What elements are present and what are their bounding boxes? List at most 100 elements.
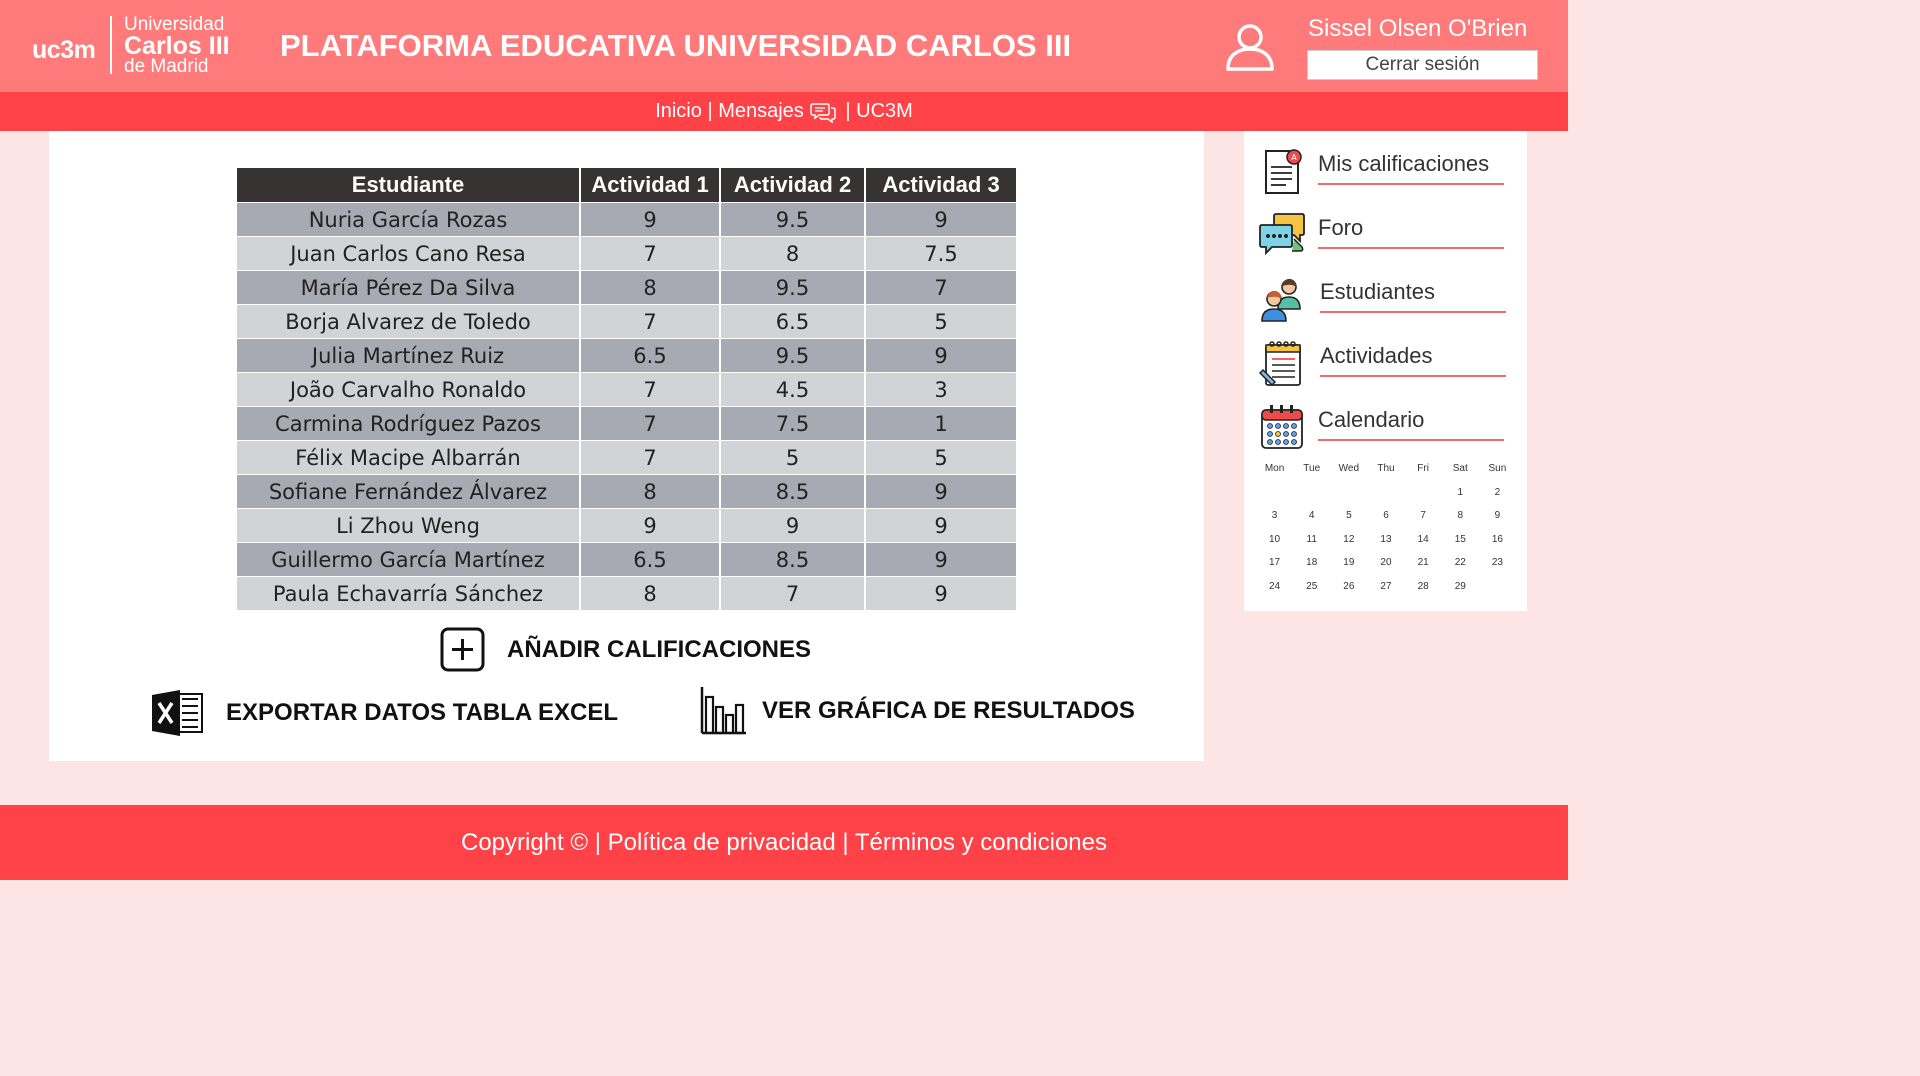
calendar-day[interactable] bbox=[1367, 487, 1404, 511]
add-grades-button[interactable]: AÑADIR CALIFICACIONES bbox=[440, 627, 811, 672]
logo-line-2: Carlos III bbox=[124, 32, 230, 60]
table-row: Nuria García Rozas 9 9.5 9 bbox=[237, 202, 1016, 237]
export-excel-button[interactable]: EXPORTAR DATOS TABLA EXCEL bbox=[152, 689, 618, 737]
plus-box-icon bbox=[440, 627, 485, 672]
calendar-day[interactable] bbox=[1405, 487, 1442, 511]
student-name-cell: María Pérez Da Silva bbox=[237, 270, 581, 305]
calendar-day[interactable]: 18 bbox=[1306, 557, 1318, 569]
sidebar-item-mis-calificaciones[interactable]: A Mis calificaciones bbox=[1258, 147, 1508, 197]
student-name-cell: Paula Echavarría Sánchez bbox=[237, 576, 581, 610]
grade-cell: 9 bbox=[865, 338, 1016, 373]
grade-cell: 5 bbox=[720, 440, 866, 475]
logout-button[interactable]: Cerrar sesión bbox=[1307, 50, 1538, 80]
grade-cell: 7 bbox=[580, 372, 721, 407]
sidebar-item-estudiantes[interactable]: Estudiantes bbox=[1258, 275, 1508, 325]
sidebar-item-actividades[interactable]: Actividades bbox=[1258, 339, 1508, 389]
calendar-day[interactable]: 17 bbox=[1269, 557, 1281, 569]
grade-cell: 8 bbox=[580, 576, 721, 610]
calendar-day[interactable]: 24 bbox=[1269, 580, 1281, 592]
messages-icon[interactable] bbox=[810, 101, 836, 123]
weekday-label: Thu bbox=[1377, 463, 1395, 474]
grade-cell: 6.5 bbox=[720, 304, 866, 339]
grade-cell: 1 bbox=[865, 406, 1016, 441]
calendar-day[interactable]: 25 bbox=[1306, 580, 1318, 592]
sidebar-item-underline bbox=[1318, 183, 1504, 185]
excel-icon bbox=[152, 690, 203, 736]
grade-cell: 6.5 bbox=[580, 338, 721, 373]
grade-cell: 4.5 bbox=[720, 372, 866, 407]
sidebar-item-foro[interactable]: Foro bbox=[1258, 211, 1508, 261]
table-row: Juan Carlos Cano Resa 7 8 7.5 bbox=[237, 236, 1016, 271]
calendar-day[interactable]: 23 bbox=[1491, 557, 1503, 569]
grade-cell: 9 bbox=[580, 202, 721, 237]
calendar-day[interactable]: 14 bbox=[1417, 533, 1429, 545]
grade-cell: 8.5 bbox=[720, 542, 866, 577]
calendar-day[interactable]: 3 bbox=[1271, 510, 1278, 522]
weekday-label: Wed bbox=[1338, 463, 1360, 474]
calendar-day[interactable]: 9 bbox=[1494, 510, 1501, 522]
sidebar-item-label: Mis calificaciones bbox=[1318, 151, 1490, 176]
weekday-label: Fri bbox=[1417, 463, 1429, 474]
svg-text:A: A bbox=[1291, 153, 1297, 162]
nav-separator: | bbox=[839, 100, 857, 123]
weekday-label: Sun bbox=[1488, 463, 1507, 474]
calendar-day[interactable]: 1 bbox=[1457, 486, 1464, 498]
calendar-day[interactable]: 11 bbox=[1306, 533, 1317, 545]
student-name-cell: Félix Macipe Albarrán bbox=[237, 440, 581, 475]
student-name-cell: João Carvalho Ronaldo bbox=[237, 372, 581, 407]
calendar-day[interactable]: 19 bbox=[1343, 557, 1355, 569]
calendar-day[interactable]: 29 bbox=[1454, 580, 1466, 592]
table-row: Li Zhou Weng 9 9 9 bbox=[237, 508, 1016, 543]
calendar-day[interactable]: 16 bbox=[1491, 533, 1503, 545]
weekday-label: Tue bbox=[1303, 463, 1321, 474]
nav-link-uc3m[interactable]: UC3M bbox=[856, 100, 913, 123]
calendar-week-row: 3 4 5 6 7 8 9 bbox=[1256, 510, 1516, 534]
calendar-day[interactable] bbox=[1479, 581, 1516, 605]
calendar-day[interactable] bbox=[1256, 487, 1293, 511]
page-title: PLATAFORMA EDUCATIVA UNIVERSIDAD CARLOS … bbox=[280, 28, 1072, 63]
header: uc3m Universidad Carlos III de Madrid PL… bbox=[0, 0, 1568, 92]
student-name-cell: Carmina Rodríguez Pazos bbox=[237, 406, 581, 441]
nav-link-mensajes[interactable]: Mensajes bbox=[718, 100, 804, 123]
calendar-day[interactable]: 7 bbox=[1420, 510, 1426, 522]
calendar-day[interactable]: 2 bbox=[1494, 486, 1501, 498]
nav-link-inicio[interactable]: Inicio bbox=[655, 100, 702, 123]
sidebar-item-label: Foro bbox=[1318, 215, 1364, 240]
calendar-day[interactable]: 22 bbox=[1454, 557, 1466, 569]
calendar-day[interactable]: 26 bbox=[1343, 580, 1355, 592]
calendar-day[interactable]: 12 bbox=[1343, 533, 1355, 545]
sidebar-item-underline bbox=[1320, 311, 1506, 313]
calendar-day[interactable]: 21 bbox=[1417, 557, 1429, 569]
calendar-day[interactable]: 15 bbox=[1454, 533, 1466, 545]
sidebar-item-calendario[interactable]: Calendario bbox=[1258, 403, 1508, 453]
calendar-day[interactable]: 27 bbox=[1380, 580, 1392, 592]
grade-cell: 9 bbox=[865, 508, 1016, 543]
user-icon[interactable] bbox=[1224, 22, 1276, 72]
grade-cell: 7 bbox=[865, 270, 1016, 305]
calendar-day[interactable]: 28 bbox=[1417, 580, 1429, 592]
view-chart-button[interactable]: VER GRÁFICA DE RESULTADOS bbox=[700, 687, 1135, 735]
calendar-weekday-row: Mon Tue Wed Thu Fri Sat Sun bbox=[1256, 463, 1516, 487]
calendar-day[interactable]: 20 bbox=[1380, 557, 1392, 569]
grade-cell: 9.5 bbox=[720, 338, 866, 373]
student-name-cell: Borja Alvarez de Toledo bbox=[237, 304, 581, 339]
calendar-day[interactable] bbox=[1293, 487, 1330, 511]
footer: Copyright © | Política de privacidad | T… bbox=[0, 805, 1568, 880]
calendar-day[interactable]: 13 bbox=[1380, 533, 1392, 545]
calendar-day[interactable]: 4 bbox=[1308, 510, 1315, 522]
sidebar-item-label: Actividades bbox=[1320, 343, 1433, 368]
grade-cell: 9.5 bbox=[720, 202, 866, 237]
calendar-day[interactable]: 5 bbox=[1346, 510, 1352, 522]
calendar-day[interactable]: 6 bbox=[1383, 510, 1389, 522]
calendar-day[interactable]: 10 bbox=[1269, 533, 1281, 545]
footer-links[interactable]: Copyright © | Política de privacidad | T… bbox=[460, 829, 1107, 856]
table-row: Carmina Rodríguez Pazos 7 7.5 1 bbox=[237, 406, 1016, 441]
calendar-day[interactable] bbox=[1330, 487, 1367, 511]
export-excel-label: EXPORTAR DATOS TABLA EXCEL bbox=[226, 699, 619, 726]
table-row: Félix Macipe Albarrán 7 5 5 bbox=[237, 440, 1016, 475]
grade-cell: 5 bbox=[865, 440, 1016, 475]
sidebar-item-underline bbox=[1318, 247, 1504, 249]
grade-cell: 9 bbox=[865, 202, 1016, 237]
calendar-day[interactable]: 8 bbox=[1457, 510, 1464, 522]
students-icon bbox=[1261, 278, 1301, 322]
